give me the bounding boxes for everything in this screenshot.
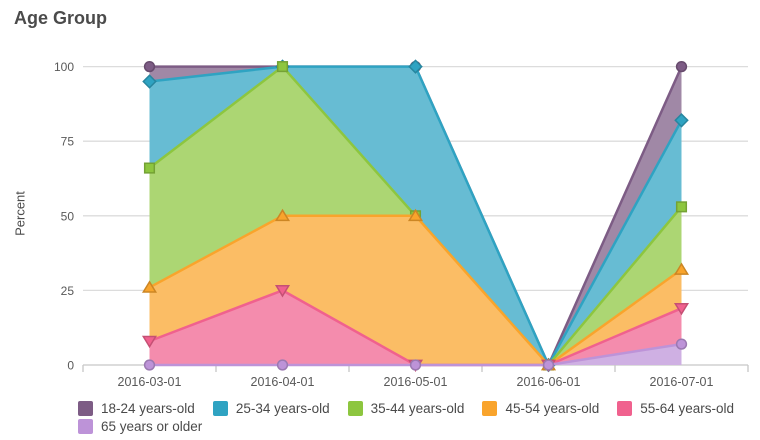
chart-title: Age Group <box>14 8 107 28</box>
legend-label: 55-64 years-old <box>640 401 735 416</box>
y-tick-label: 0 <box>67 359 74 373</box>
legend-swatch-icon <box>212 401 228 416</box>
x-tick-label: 2016-04-01 <box>251 375 315 389</box>
legend-swatch-icon <box>617 401 633 416</box>
x-tick-label: 2016-06-01 <box>517 375 581 389</box>
legend-item-18-24 years-old[interactable]: 18-24 years-old <box>78 401 195 416</box>
legend-swatch-icon <box>78 401 93 416</box>
legend-swatch-icon <box>78 419 93 434</box>
legend-label: 35-44 years-old <box>370 401 465 416</box>
marker-25-34 years-old[interactable] <box>142 74 157 89</box>
legend-row: 18-24 years-old 25-34 years-old 35-44 year… <box>78 401 756 416</box>
legend-label: 18-24 years-old <box>101 401 195 416</box>
marker-35-44 years-old[interactable] <box>675 201 688 213</box>
chart-legend: 18-24 years-old 25-34 years-old 35-44 year… <box>78 401 756 434</box>
marker-65 years or older[interactable] <box>542 359 555 371</box>
y-tick-label: 50 <box>61 209 75 223</box>
marker-55-64 years-old[interactable] <box>141 335 158 349</box>
legend-item-45-54 years-old[interactable]: 45-54 years-old <box>482 401 599 416</box>
x-tick-label: 2016-07-01 <box>650 375 714 389</box>
legend-label: 25-34 years-old <box>235 401 330 416</box>
marker-25-34 years-old[interactable] <box>674 113 689 128</box>
y-tick-label: 25 <box>61 284 75 298</box>
legend-row: 65 years or older <box>78 419 756 434</box>
legend-label: 45-54 years-old <box>505 401 600 416</box>
marker-65 years or older[interactable] <box>143 359 156 371</box>
marker-35-44 years-old[interactable] <box>276 61 289 73</box>
marker-55-64 years-old[interactable] <box>274 285 291 298</box>
legend-item-65 years or older[interactable]: 65 years or older <box>78 419 202 434</box>
marker-25-34 years-old[interactable] <box>408 59 423 74</box>
marker-18-24 years-old[interactable] <box>675 60 688 73</box>
y-tick-label: 100 <box>54 60 74 74</box>
marker-45-54 years-old[interactable] <box>141 280 158 293</box>
legend-label: 65 years or older <box>101 419 203 434</box>
x-tick-label: 2016-05-01 <box>384 375 448 389</box>
marker-55-64 years-old[interactable] <box>673 302 690 316</box>
legend-item-55-64 years-old[interactable]: 55-64 years-old <box>617 401 734 416</box>
marker-45-54 years-old[interactable] <box>407 208 424 222</box>
area-55-64 years-old <box>149 290 682 365</box>
legend-swatch-icon <box>482 401 498 416</box>
marker-18-24 years-old[interactable] <box>143 60 156 73</box>
legend-item-25-34 years-old[interactable]: 25-34 years-old <box>212 401 330 416</box>
marker-65 years or older[interactable] <box>675 338 688 350</box>
x-tick-label: 2016-03-01 <box>118 375 182 389</box>
marker-35-44 years-old[interactable] <box>143 162 156 174</box>
legend-item-35-44 years-old[interactable]: 35-44 years-old <box>347 401 465 416</box>
marker-65 years or older[interactable] <box>276 359 289 371</box>
marker-45-54 years-old[interactable] <box>274 208 291 222</box>
marker-45-54 years-old[interactable] <box>673 262 690 275</box>
area-65 years or older <box>149 344 682 365</box>
marker-65 years or older[interactable] <box>409 359 422 371</box>
y-tick-label: 75 <box>61 135 75 149</box>
area-chart-plot: 0 25 50 75 100 2016-03-01 2016-04-01 2016-05-01… <box>54 59 749 389</box>
legend-swatch-icon <box>347 401 363 416</box>
